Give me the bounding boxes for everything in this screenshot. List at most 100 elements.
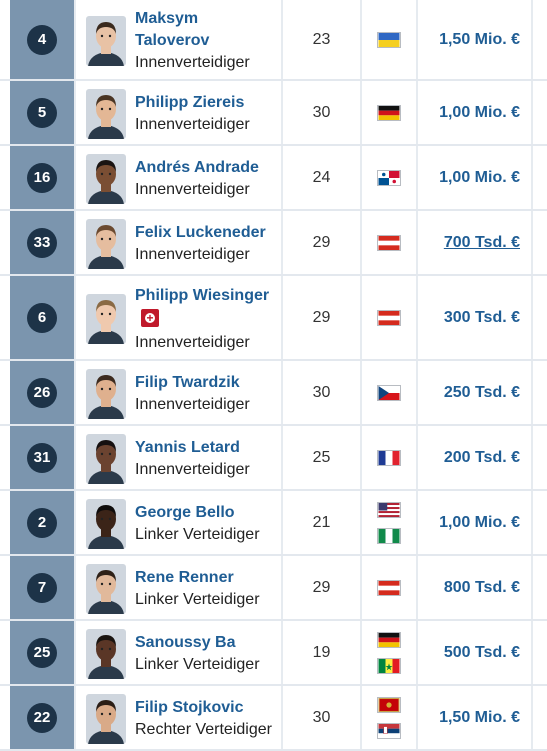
player-photo[interactable] — [86, 499, 126, 549]
player-photo[interactable] — [86, 294, 126, 344]
market-value-link[interactable]: 1,00 Mio. € — [439, 168, 520, 186]
table-row: 4 Maksym Taloverov Innenverteidiger 23 1,50 M… — [0, 0, 547, 81]
column-divider — [281, 556, 283, 619]
player-name-link[interactable]: Rene Renner — [135, 569, 234, 586]
player-name-cell: George Bello Linker Verteidiger — [135, 502, 280, 546]
player-name-link[interactable]: Philipp Ziereis — [135, 94, 245, 111]
nationality-cell — [362, 501, 416, 544]
shirt-number-badge: 26 — [27, 377, 57, 408]
injury-icon[interactable] — [141, 309, 159, 327]
nationality-cell — [362, 449, 416, 466]
austria-flag-icon[interactable] — [377, 309, 401, 326]
column-divider — [74, 211, 76, 274]
czechia-flag-icon[interactable] — [377, 384, 401, 401]
usa-flag-icon[interactable] — [377, 501, 401, 518]
market-value-link[interactable]: 1,00 Mio. € — [439, 513, 520, 531]
player-name-cell: Filip Twardzik Innenverteidiger — [135, 372, 280, 416]
player-photo[interactable] — [86, 369, 126, 419]
germany-flag-icon[interactable] — [377, 631, 401, 648]
player-photo[interactable] — [86, 694, 126, 744]
column-divider — [74, 81, 76, 144]
shirt-number-cell: 7 — [10, 556, 74, 619]
player-photo[interactable] — [86, 434, 126, 484]
table-row: 33 Felix Luckeneder Innenverteidiger 29 700 … — [0, 211, 547, 276]
player-age: 30 — [312, 383, 331, 401]
player-photo[interactable] — [86, 564, 126, 614]
column-divider — [416, 686, 418, 749]
market-value-link[interactable]: 500 Tsd. € — [443, 643, 520, 661]
nigeria-flag-icon[interactable] — [377, 527, 401, 544]
table-row: 31 Yannis Letard Innenverteidiger 25 200 Tsd… — [0, 426, 547, 491]
shirt-number-badge: 31 — [27, 442, 57, 473]
player-name-cell: Andrés Andrade Innenverteidiger — [135, 157, 280, 201]
nationality-cell — [362, 31, 416, 48]
serbia-flag-icon[interactable] — [377, 722, 401, 739]
player-position: Rechter Verteidiger — [135, 721, 272, 738]
market-value-link[interactable]: 800 Tsd. € — [443, 578, 520, 596]
column-divider — [360, 621, 362, 684]
player-age: 24 — [312, 168, 331, 186]
table-row: 2 George Bello Linker Verteidiger 21 1,00 Mi… — [0, 491, 547, 556]
austria-flag-icon[interactable] — [377, 234, 401, 251]
column-divider — [281, 0, 283, 79]
market-value-link[interactable]: 700 Tsd. € — [443, 233, 520, 251]
column-divider — [281, 621, 283, 684]
player-name-link[interactable]: Taloverov — [135, 32, 210, 49]
column-divider — [531, 426, 533, 489]
column-divider — [360, 426, 362, 489]
player-name-cell: Maksym Taloverov Innenverteidiger — [135, 8, 280, 74]
player-name-link[interactable]: George Bello — [135, 504, 235, 521]
player-name-link[interactable]: Andrés Andrade — [135, 159, 259, 176]
austria-flag-icon[interactable] — [377, 579, 401, 596]
player-photo[interactable] — [86, 16, 126, 66]
player-position: Linker Verteidiger — [135, 656, 260, 673]
column-divider — [416, 361, 418, 424]
player-position: Innenverteidiger — [135, 246, 250, 263]
player-age: 29 — [312, 578, 331, 596]
shirt-number-badge: 22 — [27, 702, 57, 733]
player-name-cell: Filip Stojkovic Rechter Verteidiger — [135, 697, 280, 741]
market-value-link[interactable]: 1,00 Mio. € — [439, 103, 520, 121]
shirt-number-badge: 33 — [27, 227, 57, 258]
column-divider — [531, 211, 533, 274]
montenegro-flag-icon[interactable] — [377, 696, 401, 713]
germany-flag-icon[interactable] — [377, 104, 401, 121]
ukraine-flag-icon[interactable] — [377, 31, 401, 48]
column-divider — [531, 686, 533, 749]
market-value-link[interactable]: 1,50 Mio. € — [439, 30, 520, 48]
france-flag-icon[interactable] — [377, 449, 401, 466]
player-name-link[interactable]: Felix Luckeneder — [135, 224, 266, 241]
player-photo[interactable] — [86, 219, 126, 269]
player-name-link[interactable]: Yannis Letard — [135, 439, 240, 456]
market-value-link[interactable]: 300 Tsd. € — [443, 308, 520, 326]
column-divider — [360, 146, 362, 209]
player-position: Linker Verteidiger — [135, 526, 260, 543]
row-strip — [0, 276, 10, 359]
player-position: Innenverteidiger — [135, 116, 250, 133]
table-row: 25 Sanoussy Ba Linker Verteidiger 19 500 Tsd… — [0, 621, 547, 686]
column-divider — [74, 276, 76, 359]
column-divider — [531, 0, 533, 79]
column-divider — [281, 276, 283, 359]
column-divider — [416, 621, 418, 684]
column-divider — [531, 491, 533, 554]
row-strip — [0, 361, 10, 424]
player-name-link[interactable]: Maksym — [135, 10, 199, 27]
column-divider — [360, 0, 362, 79]
player-age: 23 — [312, 30, 331, 48]
market-value-link[interactable]: 200 Tsd. € — [443, 448, 520, 466]
shirt-number-cell: 22 — [10, 686, 74, 749]
panama-flag-icon[interactable] — [377, 169, 401, 186]
market-value-link[interactable]: 1,50 Mio. € — [439, 708, 520, 726]
player-name-link[interactable]: Sanoussy Ba — [135, 634, 236, 651]
senegal-flag-icon[interactable] — [377, 657, 401, 674]
row-strip — [0, 621, 10, 684]
player-name-link[interactable]: Philipp Wiesinger — [135, 287, 270, 304]
market-value-link[interactable]: 250 Tsd. € — [443, 383, 520, 401]
column-divider — [281, 146, 283, 209]
player-photo[interactable] — [86, 629, 126, 679]
player-name-link[interactable]: Filip Twardzik — [135, 374, 240, 391]
player-name-link[interactable]: Filip Stojkovic — [135, 699, 244, 716]
player-photo[interactable] — [86, 89, 126, 139]
player-photo[interactable] — [86, 154, 126, 204]
